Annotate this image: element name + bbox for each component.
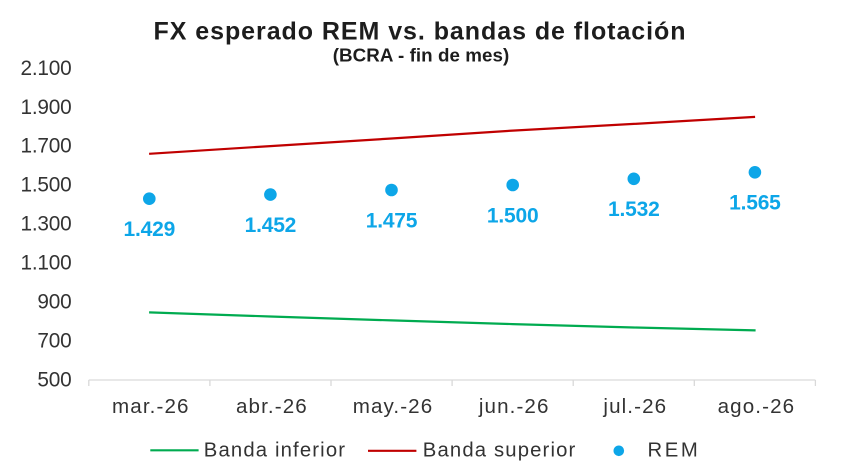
svg-text:1.500: 1.500 <box>487 204 539 227</box>
svg-text:FX esperado REM vs. bandas de: FX esperado REM vs. bandas de flotación <box>154 18 687 46</box>
svg-text:jun.-26: jun.-26 <box>478 395 550 418</box>
svg-text:ago.-26: ago.-26 <box>718 395 796 418</box>
svg-text:abr.-26: abr.-26 <box>236 395 308 418</box>
svg-text:(BCRA - fin de mes): (BCRA - fin de mes) <box>333 45 510 66</box>
svg-text:may.-26: may.-26 <box>353 395 434 418</box>
svg-text:REM: REM <box>648 439 701 461</box>
svg-text:1.500: 1.500 <box>20 174 71 197</box>
svg-text:1.475: 1.475 <box>366 209 418 232</box>
svg-text:2.100: 2.100 <box>20 57 71 80</box>
svg-text:1.700: 1.700 <box>20 135 71 158</box>
svg-text:1.100: 1.100 <box>20 252 71 275</box>
svg-text:1.565: 1.565 <box>729 192 781 215</box>
svg-text:1.900: 1.900 <box>20 96 71 119</box>
svg-text:1.429: 1.429 <box>124 218 176 241</box>
svg-text:Banda inferior: Banda inferior <box>204 439 346 461</box>
svg-text:1.532: 1.532 <box>608 198 660 221</box>
svg-text:1.452: 1.452 <box>245 214 297 237</box>
svg-text:jul.-26: jul.-26 <box>602 395 667 418</box>
svg-text:500: 500 <box>37 369 71 392</box>
svg-text:900: 900 <box>37 291 71 314</box>
svg-text:700: 700 <box>37 330 71 353</box>
svg-text:Banda superior: Banda superior <box>423 439 577 461</box>
svg-text:1.300: 1.300 <box>20 213 71 236</box>
svg-text:mar.-26: mar.-26 <box>112 395 190 418</box>
